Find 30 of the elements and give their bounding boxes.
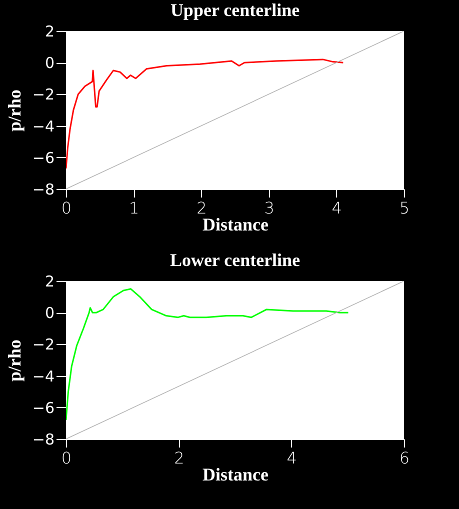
y-tick-label: −8 — [32, 430, 54, 448]
y-axis-title: p/rho — [4, 339, 24, 382]
x-tick-label: 1 — [129, 198, 140, 218]
y-tick-label: 2 — [44, 22, 54, 40]
line-series — [66, 288, 349, 421]
y-tick-label: 0 — [44, 54, 54, 72]
y-tick-label: −6 — [32, 398, 54, 417]
x-tick-label: 6 — [399, 448, 410, 468]
x-tick-label: 2 — [196, 198, 207, 218]
x-tick-label: 2 — [174, 448, 184, 468]
y-tick-label: −4 — [32, 367, 54, 386]
x-tick-label: 4 — [286, 448, 297, 468]
x-axis-title: Distance — [202, 464, 268, 484]
x-tick-label: 4 — [332, 198, 342, 218]
y-tick-label: −8 — [32, 180, 54, 198]
y-tick-label: −2 — [32, 86, 54, 104]
x-axis-title: Distance — [202, 214, 268, 234]
x-tick-label: 5 — [399, 198, 410, 218]
chart-title: Upper centerline — [170, 0, 300, 20]
x-tick-label: 0 — [61, 448, 72, 468]
chart-title: Lower centerline — [170, 250, 300, 270]
y-tick-label: 0 — [44, 304, 54, 322]
y-axis-title: p/rho — [4, 89, 24, 132]
x-tick-label: 0 — [61, 198, 72, 218]
y-tick-label: −4 — [32, 117, 54, 136]
y-tick-label: 2 — [44, 272, 54, 290]
line-series — [66, 58, 344, 170]
y-tick-label: −2 — [32, 336, 54, 354]
x-tick-label: 3 — [264, 198, 274, 218]
y-tick-label: −6 — [32, 148, 54, 167]
